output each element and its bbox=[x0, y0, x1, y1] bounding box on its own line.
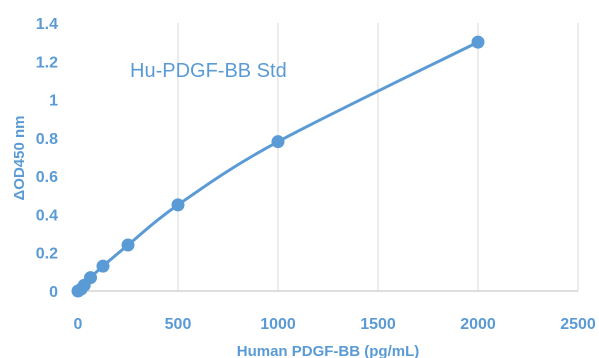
x-tick-label-0: 0 bbox=[74, 316, 83, 333]
x-tick-label-3: 1500 bbox=[360, 316, 396, 333]
y-tick-label-5: 1 bbox=[49, 93, 58, 110]
y-tick-labels: 0 0.2 0.4 0.6 0.8 1 1.2 1.4 bbox=[36, 16, 58, 301]
data-point-3 bbox=[84, 271, 97, 285]
y-tick-label-6: 1.2 bbox=[36, 54, 58, 71]
x-tick-label-5: 2500 bbox=[560, 316, 596, 333]
x-axis-title: Human PDGF-BB (pg/mL) bbox=[237, 343, 419, 358]
x-tick-label-2: 1000 bbox=[260, 316, 296, 333]
x-tick-labels: 0 500 1000 1500 2000 2500 bbox=[74, 316, 596, 333]
data-point-7 bbox=[271, 135, 285, 149]
y-axis-title: ΔOD450 nm bbox=[11, 116, 28, 201]
y-tick-label-1: 0.2 bbox=[36, 246, 58, 263]
data-point-6 bbox=[171, 198, 185, 212]
y-tick-label-2: 0.4 bbox=[36, 207, 58, 224]
x-tick-label-4: 2000 bbox=[460, 316, 496, 333]
vertical-gridlines bbox=[177, 23, 579, 291]
chart-title: Hu-PDGF-BB Std bbox=[130, 60, 287, 82]
y-tick-label-0: 0 bbox=[49, 284, 58, 301]
data-point-5 bbox=[121, 238, 135, 252]
y-tick-label-4: 0.8 bbox=[36, 131, 58, 148]
data-point-4 bbox=[96, 259, 110, 273]
data-point-8 bbox=[471, 35, 485, 49]
y-tick-label-3: 0.6 bbox=[36, 169, 58, 186]
x-tick-label-1: 500 bbox=[165, 316, 192, 333]
data-points bbox=[71, 35, 485, 298]
y-tick-label-7: 1.4 bbox=[36, 16, 58, 33]
